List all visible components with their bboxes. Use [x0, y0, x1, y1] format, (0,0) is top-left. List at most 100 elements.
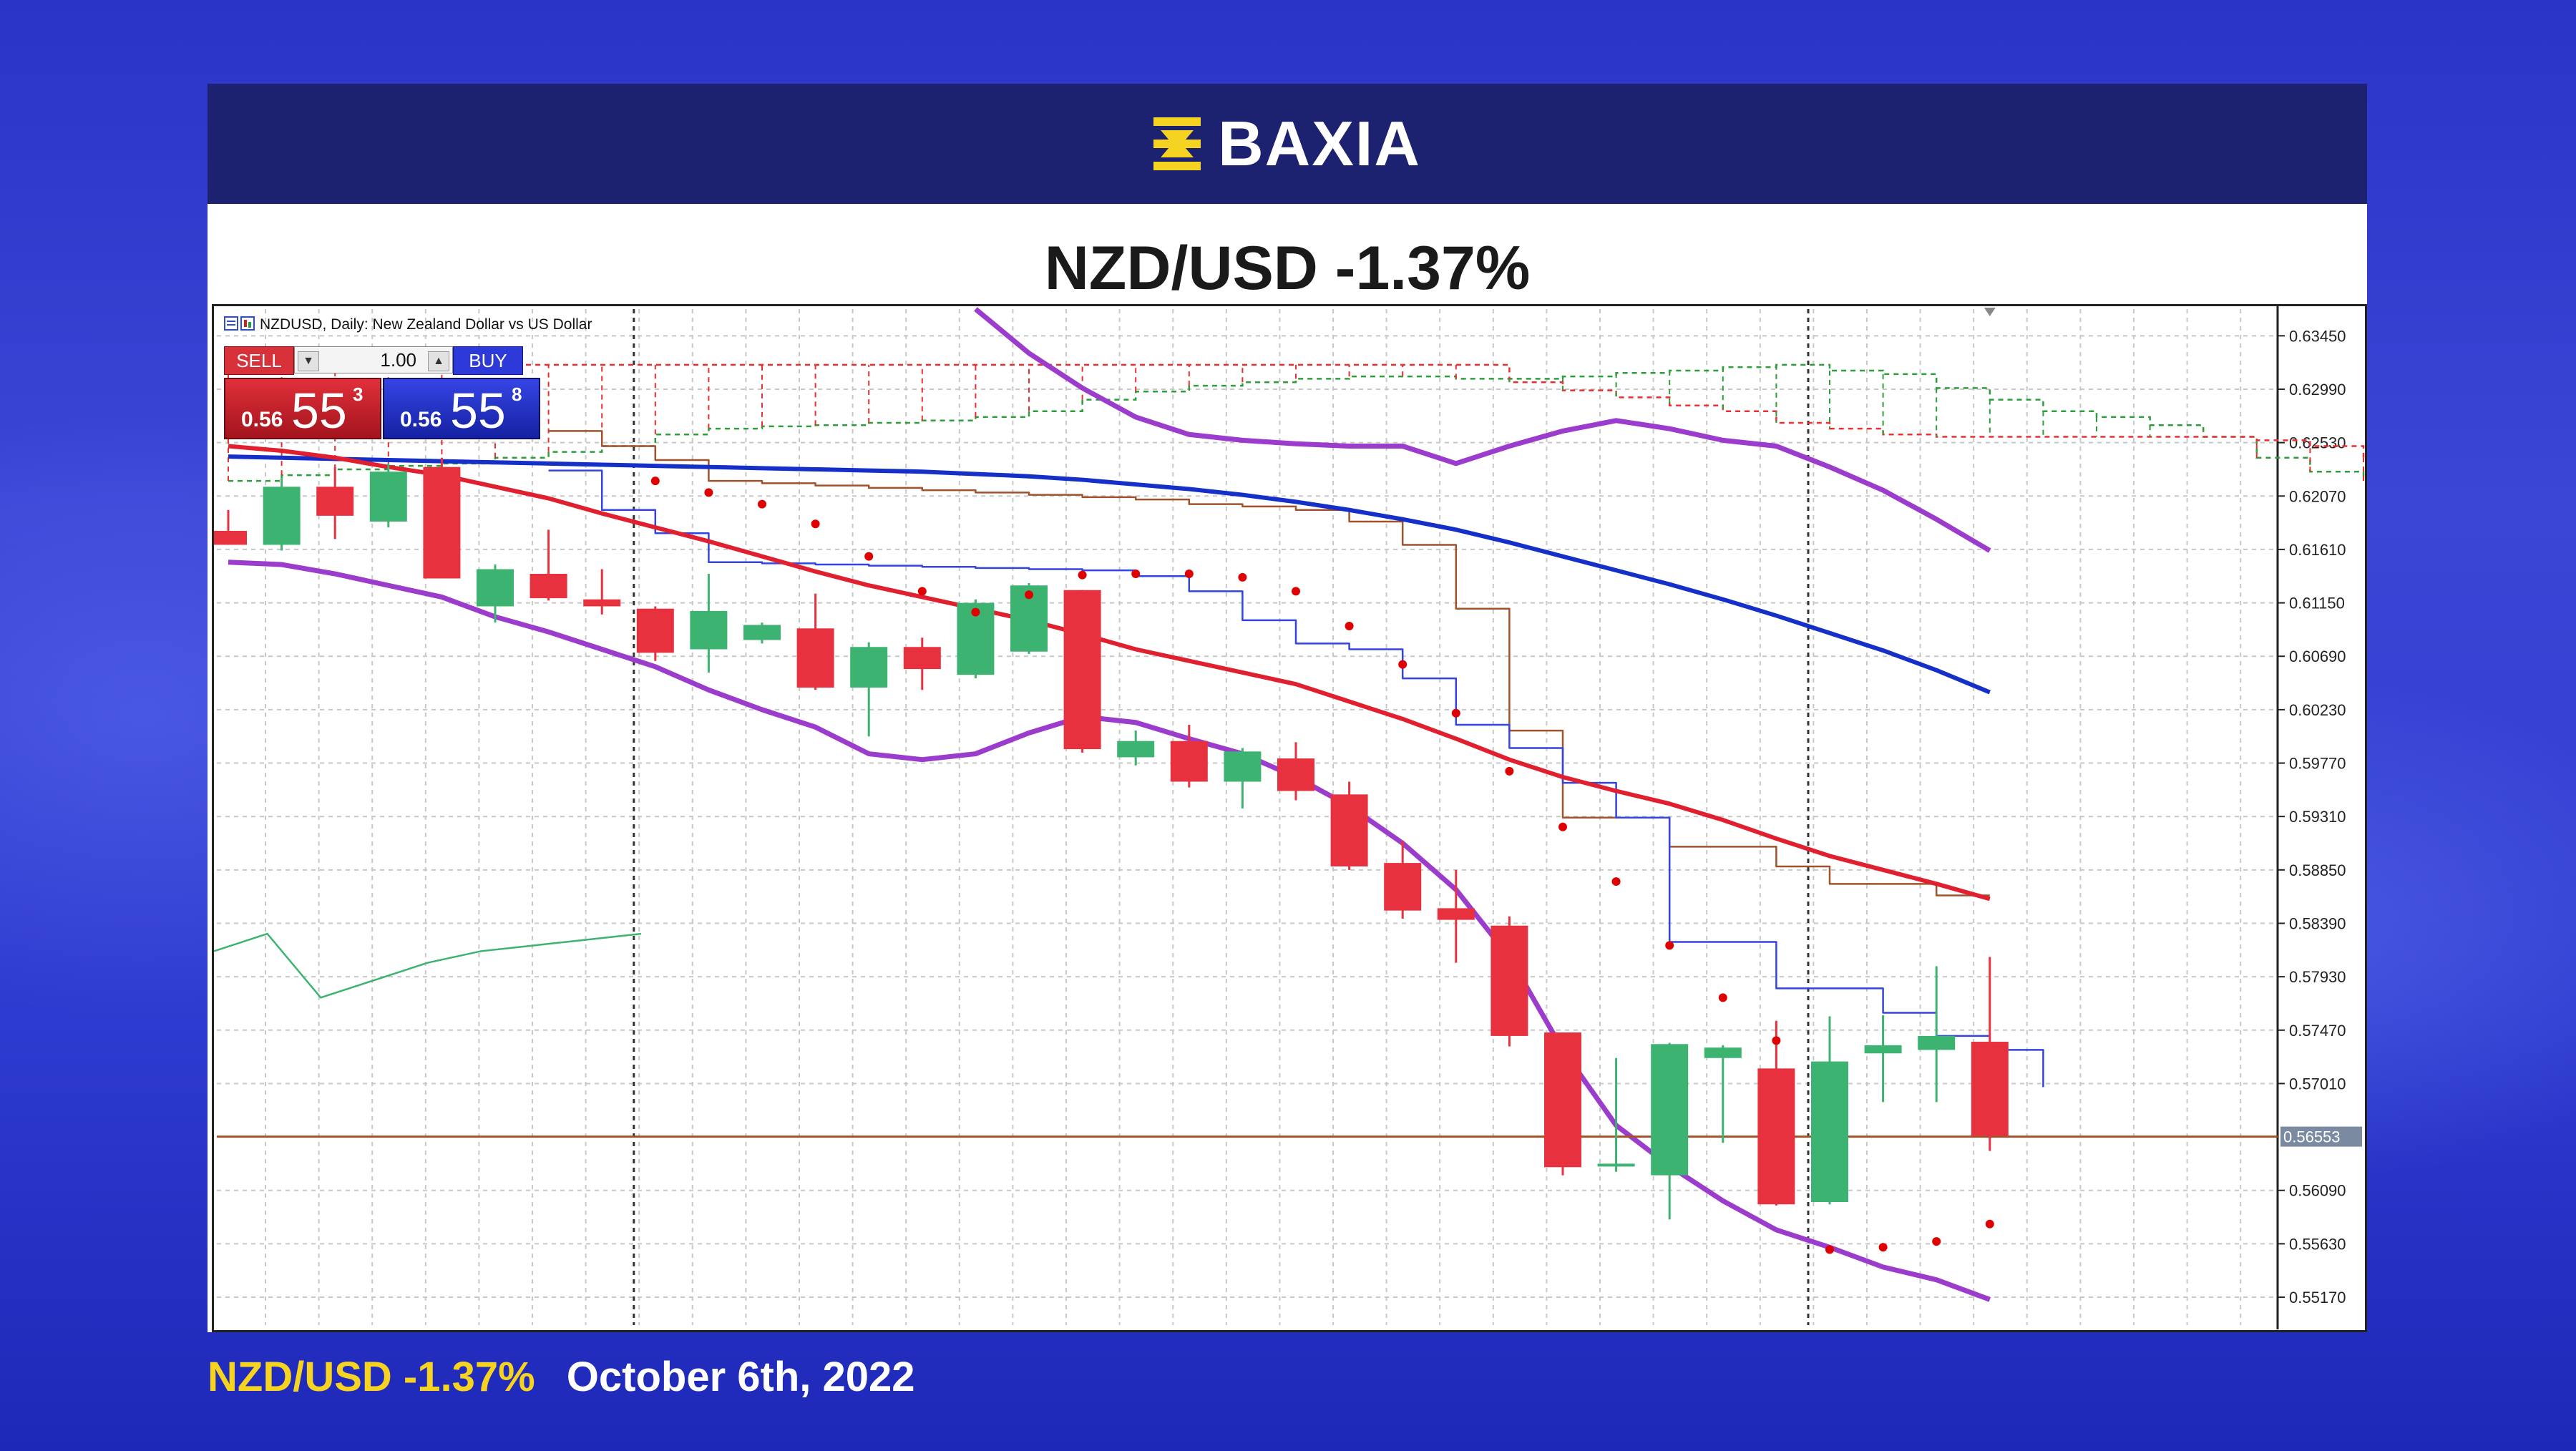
chart-window-icon [224, 316, 255, 331]
sar-dot [917, 587, 927, 596]
candle-bull [369, 472, 407, 522]
price-tick-label: 0.59310 [2289, 808, 2346, 826]
chart-frame: 0.63450 0.62990 0.62530 0.62070 0.61610 0.611… [212, 304, 2367, 1332]
candle-bear [1971, 1042, 2009, 1136]
candle-bear [636, 608, 674, 653]
sar-dot [1184, 570, 1194, 579]
price-tick-label: 0.61610 [2289, 541, 2346, 559]
candle-bull [1704, 1047, 1742, 1058]
candle-bear [214, 530, 247, 545]
sar-dot [864, 552, 874, 561]
sar-dot [1558, 822, 1567, 831]
sar-dot [1878, 1243, 1888, 1252]
candle-bear [796, 628, 834, 688]
price-chart: 0.63450 0.62990 0.62530 0.62070 0.61610 0.611… [214, 306, 2365, 1329]
sar-dot [1932, 1237, 1941, 1246]
price-tick-label: 0.63450 [2289, 327, 2346, 345]
sar-dot [1078, 570, 1087, 580]
chart-caption: NZDUSD, Daily: New Zealand Dollar vs US … [260, 316, 592, 333]
price-tick-label: 0.58390 [2289, 914, 2346, 932]
candle-bear [423, 466, 461, 579]
volume-value[interactable]: 1.00 [380, 349, 416, 371]
envelope-lower-band [228, 560, 1991, 1302]
sar-dot [1345, 622, 1354, 631]
current-price-tag-bg [2280, 1126, 2362, 1147]
ichimoku-span-b [228, 363, 2365, 458]
baxia-logo-icon [1153, 117, 1201, 170]
candle-bear [1757, 1068, 1795, 1205]
candle-bull [477, 569, 514, 607]
chart-card: BAXIA NZD/USD -1.37% 0.63450 0.62990 0.625… [208, 84, 2367, 1332]
sell-price-big: 55 [291, 383, 347, 439]
sell-price-sup: 3 [353, 383, 364, 405]
sar-dot [1398, 660, 1407, 669]
sar-dot [650, 477, 660, 486]
candle-bull [263, 487, 301, 545]
one-click-trade-panel: SELL ▼ 1.00 ▲ BUY 0.56 55 3 0.56 55 8 [224, 346, 540, 446]
candle-bull [1224, 751, 1262, 782]
footer-caption: NZD/USD -1.37% October 6th, 2022 [208, 1352, 915, 1402]
candle-bull [1811, 1061, 1848, 1202]
chart-shift-marker-icon [1984, 308, 1996, 316]
buy-price-box[interactable]: 0.56 55 8 [383, 378, 540, 439]
price-tick-label: 0.60690 [2289, 648, 2346, 665]
sar-dot [1665, 941, 1674, 950]
buy-price-prefix: 0.56 [400, 408, 442, 431]
tenkan-line [548, 469, 2044, 1088]
price-tick-label: 0.55630 [2289, 1235, 2346, 1253]
sell-price-prefix: 0.56 [241, 408, 283, 431]
candle-bear [1544, 1032, 1581, 1168]
footer-highlight: NZD/USD -1.37% [208, 1354, 535, 1400]
candle-bear [1063, 590, 1101, 750]
sar-dot [1292, 587, 1300, 596]
brand-logo: BAXIA [208, 84, 2367, 204]
price-tick-label: 0.56090 [2289, 1182, 2346, 1200]
price-tick-label: 0.57930 [2289, 968, 2346, 986]
sar-dot [1611, 877, 1621, 886]
price-tick-label: 0.58850 [2289, 861, 2346, 879]
sar-dot [1772, 1036, 1781, 1045]
page-title: NZD/USD -1.37% [1044, 234, 1531, 303]
ichimoku-span-a [228, 363, 2365, 482]
candle-bear [1330, 794, 1368, 866]
trade-controls-row: SELL ▼ 1.00 ▲ BUY [224, 346, 539, 375]
price-tick-label: 0.62070 [2289, 487, 2346, 505]
buy-button[interactable]: BUY [453, 346, 523, 375]
sell-button[interactable]: SELL [224, 346, 294, 375]
candle-bear [1170, 741, 1208, 782]
sar-dot [1451, 708, 1460, 718]
price-tick-label: 0.62990 [2289, 381, 2346, 399]
candle-bear [583, 599, 621, 607]
sar-dot [704, 488, 713, 497]
kijun-line [548, 430, 1990, 897]
sar-dot [1985, 1219, 1994, 1228]
candle-bull [1651, 1044, 1689, 1176]
candle-bear [1384, 863, 1422, 911]
price-tick-label: 0.60230 [2289, 701, 2346, 719]
sar-dot [971, 607, 980, 617]
sell-price-box[interactable]: 0.56 55 3 [224, 378, 381, 439]
plot-area [214, 306, 2278, 1329]
candle-bull [690, 610, 728, 650]
brand-name: BAXIA [1218, 108, 1421, 179]
volume-up-icon[interactable]: ▲ [428, 351, 449, 371]
sar-dot [1131, 570, 1141, 579]
volume-stepper[interactable]: ▼ 1.00 ▲ [294, 346, 453, 373]
sar-dot [1238, 572, 1247, 582]
candle-bull [1918, 1035, 1956, 1050]
candle-bull [850, 647, 888, 688]
price-tick-label: 0.57010 [2289, 1075, 2346, 1093]
sar-dot [1718, 993, 1727, 1002]
current-price-tag: 0.56553 [2283, 1128, 2341, 1146]
price-tick-label: 0.62530 [2289, 434, 2346, 452]
moving-average-slow [228, 454, 1991, 695]
candle-bear [1491, 925, 1528, 1036]
buy-price-big: 55 [450, 383, 506, 439]
oscillator-line [214, 932, 641, 999]
candle-bull [1864, 1045, 1902, 1054]
price-tick-label: 0.57470 [2289, 1022, 2346, 1040]
price-tick-label: 0.61150 [2289, 595, 2345, 612]
price-tick-label: 0.59770 [2289, 755, 2346, 773]
volume-down-icon[interactable]: ▼ [298, 351, 319, 371]
candle-bear [530, 574, 567, 599]
